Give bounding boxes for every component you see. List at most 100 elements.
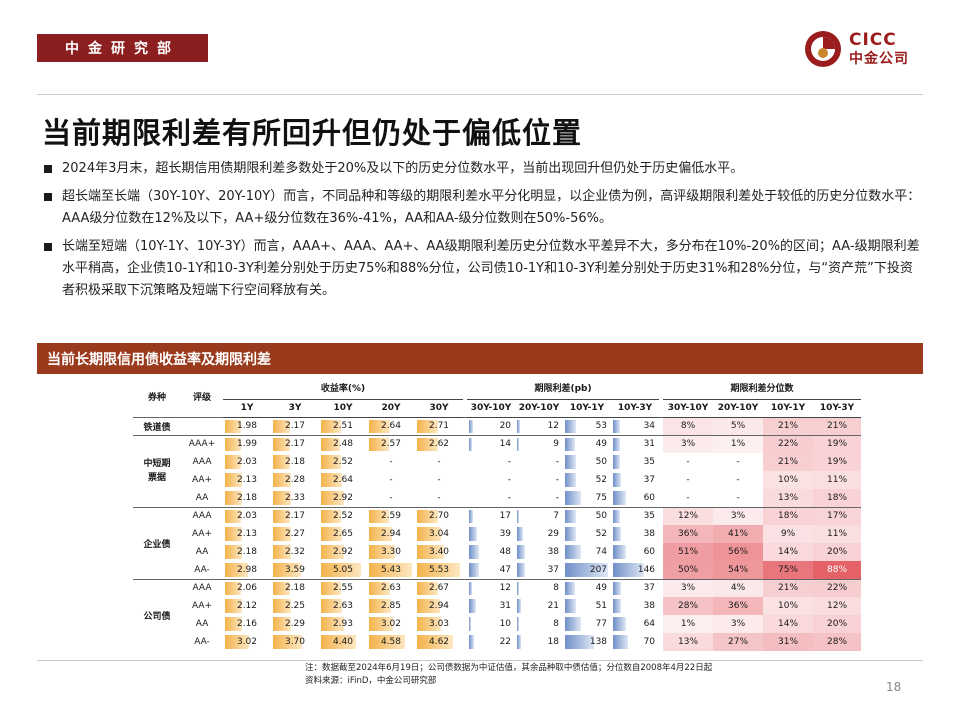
table-row: AAA 2.03 2.18 2.52 - - - - 50 35 - - 21% 19%: [133, 453, 862, 471]
spread-value: 38: [643, 529, 656, 539]
spread-value: 138: [589, 637, 608, 647]
rate-value: 2.06: [236, 583, 258, 594]
spread-bar: [517, 509, 520, 523]
header-bond-type: 券种: [147, 393, 166, 404]
rate-cell: 2.13: [223, 525, 271, 543]
rate-cell: 2.64: [319, 471, 367, 489]
spread-bar: [613, 419, 621, 433]
spread-bar: [613, 563, 644, 577]
rate-cell: 2.25: [271, 597, 319, 615]
spread-cell: 29: [515, 525, 563, 543]
rate-bar: [417, 437, 438, 451]
rate-bar: [417, 581, 438, 595]
spread-cell: 31: [467, 597, 515, 615]
rate-bar: [225, 419, 241, 433]
spread-bar: [517, 617, 520, 631]
table-row: 企业债 AAA 2.03 2.17 2.52 2.59 2.70 17 7 50 35 12% 3% 18…: [133, 506, 862, 579]
percentile-cell: 4%: [713, 578, 764, 597]
percentile-cell: 3%: [663, 434, 714, 453]
rate-value: 2.94: [380, 529, 402, 539]
percentile-cell: 21%: [763, 578, 814, 597]
bullet-item: 长端至短端（10Y-1Y、10Y-3Y）而言，AAA+、AAA、AA+、AA级期…: [44, 236, 924, 302]
spread-cell: -: [515, 453, 563, 471]
percentile-cell: 11%: [813, 525, 862, 543]
spread-cell: 60: [611, 489, 659, 507]
rate-bar: [273, 581, 291, 595]
rate-bar: [273, 437, 291, 451]
spread-value: 37: [547, 564, 560, 575]
rate-bar: [273, 635, 303, 649]
spread-value: -: [555, 475, 560, 485]
rate-cell: -: [367, 489, 415, 507]
spread-cell: 50: [563, 506, 612, 525]
spread-cell: 38: [611, 597, 659, 615]
footnote-note: 注：数据截至2024年6月19日；公司债数据为中证估值，其余品种取中债估值；分位…: [305, 663, 713, 673]
header-group-spread: 期限利差(pb): [467, 377, 660, 400]
rate-cell: 2.33: [271, 489, 319, 507]
rate-value: 2.33: [284, 492, 306, 503]
rate-value: 2.62: [428, 439, 450, 450]
rate-value: 1.98: [236, 421, 258, 431]
spread-bar: [565, 473, 576, 487]
spread-value: 146: [637, 564, 656, 575]
rate-cell: 2.17: [271, 434, 319, 453]
rate-cell: 2.06: [223, 578, 271, 597]
spread-bar: [613, 509, 621, 523]
rate-cell: 3.02: [367, 615, 415, 633]
rate-cell: 2.18: [271, 453, 319, 471]
rate-value: 2.27: [284, 529, 306, 539]
spread-bar: [469, 545, 480, 559]
spread-value: 12: [499, 583, 512, 594]
percentile-cell: 88%: [813, 561, 862, 579]
rate-value: 2.92: [332, 547, 354, 557]
bond-type-cell: 铁道债: [133, 416, 181, 435]
bullet-square-icon: [44, 165, 52, 173]
percentile-cell: 31%: [763, 633, 814, 651]
spread-cell: -: [467, 453, 515, 471]
percentile-cell: 56%: [713, 543, 764, 561]
grade-cell: AAA+: [181, 434, 223, 453]
rate-bar: [369, 581, 390, 595]
header-grade: 评级: [192, 393, 211, 404]
bottom-divider: [37, 660, 923, 661]
rate-bar: [225, 473, 242, 487]
rate-bar: [417, 563, 461, 577]
rate-value: 2.67: [428, 583, 450, 594]
logo-en: CICC: [849, 30, 897, 50]
spread-cell: 138: [563, 633, 611, 651]
rate-value: 2.55: [332, 583, 354, 594]
bond-type-cell: 企业债: [133, 506, 181, 579]
spread-bar: [517, 437, 520, 451]
spread-cell: 22: [467, 633, 515, 651]
rate-bar: [417, 527, 441, 541]
rate-value: 2.48: [332, 439, 354, 450]
rate-cell: 4.40: [319, 633, 367, 651]
spread-bar: [565, 563, 609, 577]
rate-value: 5.53: [428, 564, 450, 575]
percentile-cell: 12%: [813, 597, 862, 615]
spread-value: 60: [643, 492, 656, 503]
rate-value: 2.18: [236, 547, 258, 557]
rate-cell: 2.13: [223, 471, 271, 489]
percentile-cell: 75%: [763, 561, 814, 579]
spread-value: 10: [499, 619, 512, 629]
rate-value: 2.57: [380, 439, 402, 450]
bond-type-cell: 公司债: [133, 578, 181, 651]
grade-cell: AA: [195, 619, 209, 629]
spread-value: 12: [547, 421, 560, 431]
spread-bar: [469, 509, 473, 523]
percentile-cell: 19%: [813, 453, 862, 471]
header-rate-col: 1Y: [223, 399, 271, 418]
rate-cell: 2.92: [319, 489, 367, 507]
table-banner: 当前长期限信用债收益率及期限利差: [37, 343, 923, 374]
percentile-cell: 21%: [813, 416, 862, 435]
header-percentile-col: 10Y-3Y: [813, 399, 862, 418]
percentile-cell: -: [686, 492, 690, 503]
rate-value: -: [437, 492, 441, 503]
spread-cell: 8: [515, 578, 564, 597]
rate-value: 2.63: [332, 601, 354, 611]
percentile-cell: -: [686, 475, 690, 485]
rate-value: 3.02: [236, 637, 258, 647]
percentile-cell: 1%: [663, 615, 714, 633]
bullet-list: 2024年3月末，超长期信用债期限利差多数处于20%及以下的历史分位数水平，当前…: [44, 158, 924, 308]
